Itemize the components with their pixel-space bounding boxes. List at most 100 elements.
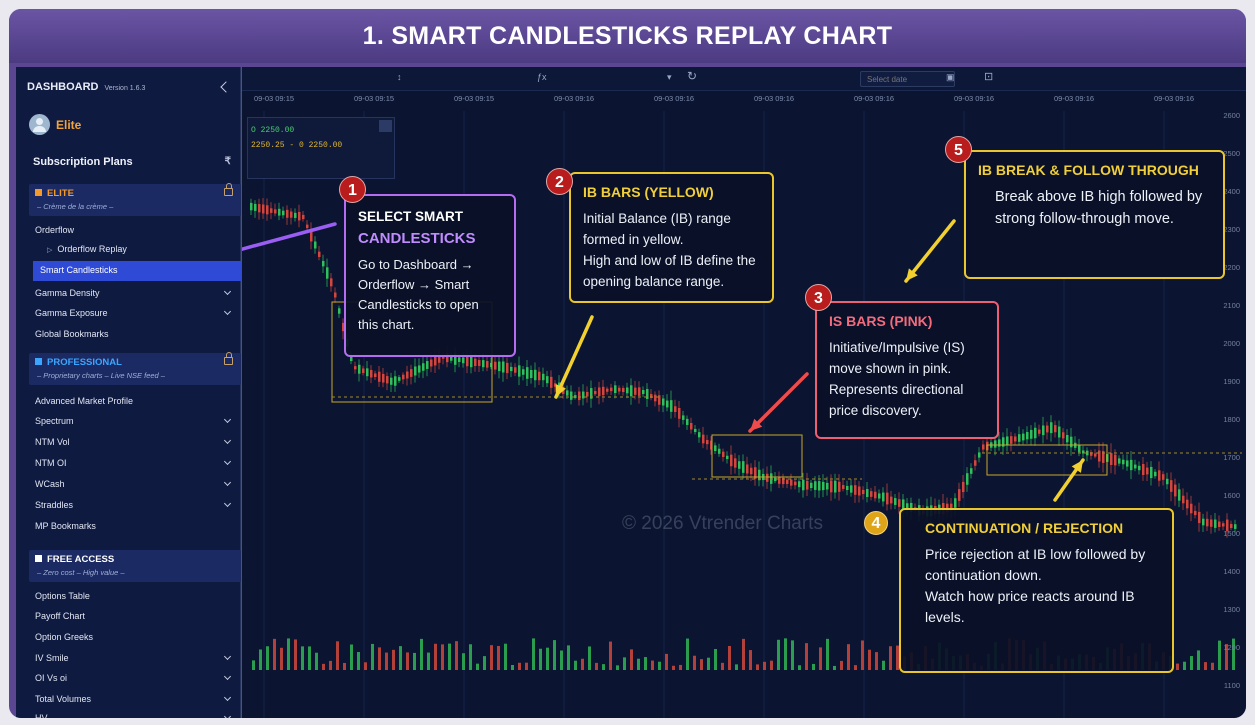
candle-body <box>270 208 273 213</box>
candle-body <box>1154 471 1157 477</box>
sidebar-item-smart-candlesticks[interactable]: Smart Candlesticks <box>33 261 248 281</box>
section-free-access[interactable]: FREE ACCESS – Zero cost – High value – <box>29 550 241 582</box>
candle-body <box>434 356 437 366</box>
sidebar-item-oi-vs-oi[interactable]: OI Vs oi <box>35 672 235 687</box>
yellow-arrow-2-head <box>555 384 566 397</box>
section-professional[interactable]: PROFESSIONAL – Proprietary charts – Live… <box>29 352 241 385</box>
sidebar-item-spectrum[interactable]: Spectrum <box>35 415 235 430</box>
candle-body <box>786 479 789 484</box>
title-banner: 1. SMART CANDLESTICKS REPLAY CHART <box>9 9 1246 63</box>
volume-bar <box>378 647 381 670</box>
candle-body <box>998 439 1001 447</box>
user-plan-label: Elite <box>56 117 82 132</box>
volume-bar <box>714 649 717 670</box>
candle-body <box>810 482 813 489</box>
sidebar-item-gamma-exposure[interactable]: Gamma Exposure <box>35 307 235 322</box>
sidebar-item-orderflow-replay[interactable]: ▷ Orderflow Replay <box>47 244 127 254</box>
user-row[interactable]: Elite <box>29 114 81 135</box>
sidebar-item-straddles[interactable]: Straddles <box>35 499 235 514</box>
candle-body <box>814 481 817 490</box>
candle-body <box>514 367 517 373</box>
sidebar-item-ntm-vol[interactable]: NTM Vol <box>35 436 235 451</box>
candle-body <box>638 387 641 396</box>
cursor-icon[interactable]: ↕ <box>397 72 402 82</box>
subscription-plans-link[interactable]: Subscription Plans ₹ <box>33 156 238 168</box>
candle-body <box>390 377 393 385</box>
sidebar-item-ntm-oi[interactable]: NTM OI <box>35 457 235 472</box>
candle-body <box>874 491 877 499</box>
volume-bar <box>623 657 626 670</box>
candle-body <box>310 229 313 242</box>
section-professional-title: PROFESSIONAL <box>35 357 122 368</box>
indicator-icon[interactable]: ƒx <box>537 72 547 82</box>
candle-body <box>706 439 709 445</box>
candle-body <box>1134 464 1137 469</box>
volume-bar <box>294 639 297 670</box>
price-axis-label: 2300 <box>1223 225 1240 234</box>
candle-body <box>622 387 625 393</box>
volume-bar <box>651 660 654 670</box>
sidebar-item-mp-bookmarks[interactable]: MP Bookmarks <box>35 521 96 531</box>
sidebar-item-hv[interactable]: HV <box>35 712 235 718</box>
volume-bar <box>1218 640 1221 670</box>
volume-bar <box>742 638 745 670</box>
candle-body <box>286 209 289 218</box>
chevron-down-icon <box>223 457 232 466</box>
sidebar-item-payoff-chart[interactable]: Payoff Chart <box>35 611 85 621</box>
sidebar-item-global-bookmarks[interactable]: Global Bookmarks <box>35 329 109 339</box>
candle-body <box>414 366 417 376</box>
candle-body <box>834 480 837 493</box>
candle-body <box>566 390 569 396</box>
sidebar-item-total-volumes[interactable]: Total Volumes <box>35 693 235 708</box>
chevron-down-icon <box>223 499 232 508</box>
dropdown-icon[interactable]: ▾ <box>667 72 672 82</box>
purple-arrow-shaft <box>242 222 337 251</box>
candle-body <box>1222 523 1225 527</box>
volume-bar <box>644 657 647 670</box>
candle-body <box>302 214 305 220</box>
chevron-down-icon <box>223 436 232 445</box>
sidebar-item-advanced-market-profile[interactable]: Advanced Market Profile <box>35 396 134 406</box>
volume-bar <box>588 646 591 670</box>
time-axis-label: 09-03 09:16 <box>954 94 995 103</box>
legend-menu-button[interactable] <box>379 120 392 132</box>
calendar-icon[interactable]: ▣ <box>946 72 955 82</box>
sidebar-item-orderflow[interactable]: Orderflow <box>35 225 75 235</box>
sidebar-item-gamma-density[interactable]: Gamma Density <box>35 287 235 302</box>
sidebar-item-iv-smile[interactable]: IV Smile <box>35 652 235 667</box>
price-axis-label: 1300 <box>1223 605 1240 614</box>
sidebar-item-option-greeks[interactable]: Option Greeks <box>35 632 94 642</box>
volume-bar <box>693 655 696 670</box>
volume-bar <box>875 652 878 670</box>
volume-bar <box>854 665 857 670</box>
price-axis-label: 2500 <box>1223 149 1240 158</box>
candle-body <box>854 485 857 495</box>
collapse-sidebar-icon[interactable] <box>220 81 232 93</box>
volume-bar <box>707 657 710 670</box>
candle-body <box>1214 519 1217 528</box>
volume-bar <box>630 649 633 670</box>
candle-body <box>826 482 829 490</box>
sidebar-item-wcash[interactable]: WCash <box>35 478 235 493</box>
refresh-icon[interactable]: ↻ <box>687 69 698 83</box>
red-arrow-3-head <box>750 418 763 431</box>
candle-body <box>338 308 341 314</box>
time-axis-label: 09-03 09:16 <box>554 94 595 103</box>
volume-bar <box>819 647 822 670</box>
section-elite[interactable]: ELITE – Crème de la crème – <box>29 183 241 216</box>
chevron-down-icon <box>223 672 232 681</box>
volume-bar <box>756 664 759 670</box>
sidebar-item-options-table[interactable]: Options Table <box>35 591 90 601</box>
candle-body <box>262 204 265 214</box>
volume-bar <box>1176 663 1179 670</box>
select-date-input[interactable] <box>860 71 955 87</box>
screenshot-icon[interactable]: ⊡ <box>984 71 994 83</box>
candle-body <box>766 473 769 482</box>
volume-bar <box>672 665 675 670</box>
candle-body <box>1142 463 1145 476</box>
candle-body <box>730 454 733 467</box>
candle-body <box>1178 489 1181 501</box>
candle-body <box>450 355 453 361</box>
candle-body <box>702 434 705 444</box>
